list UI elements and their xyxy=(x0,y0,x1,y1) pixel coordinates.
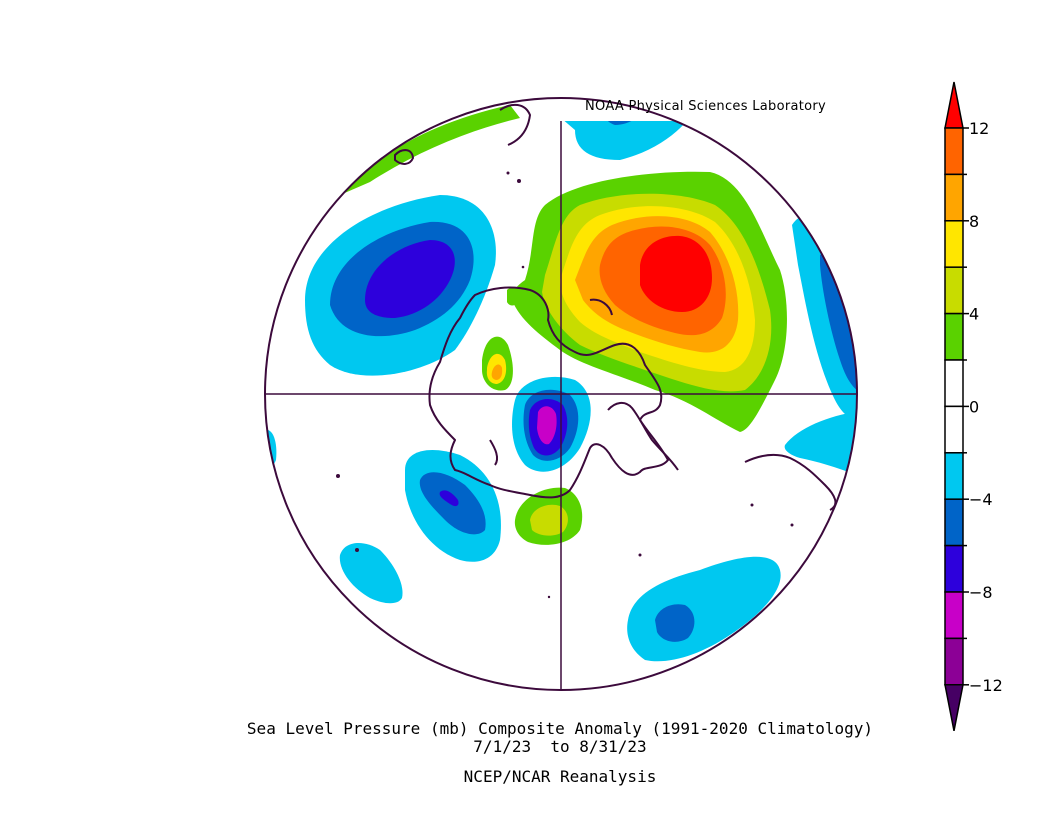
title-line-2: 7/1/23 to 8/31/23 xyxy=(473,737,647,756)
colorbar-tick-label: −8 xyxy=(969,583,993,602)
colorbar-tick-label: 8 xyxy=(969,212,979,231)
contour-positive-topleft xyxy=(340,105,520,195)
coastlines xyxy=(394,103,837,511)
colorbar-arrow-bottom xyxy=(944,684,964,731)
credit-label: NOAA Physical Sciences Laboratory xyxy=(585,99,827,114)
colorbar-bin xyxy=(944,312,964,361)
contour-negative-center xyxy=(512,376,591,472)
colorbar: 12 8 4 0 −4 −8 −12 xyxy=(944,81,1003,731)
colorbar-bin xyxy=(944,220,964,268)
colorbar-tick-label: 4 xyxy=(969,305,979,324)
colorbar-bin xyxy=(944,591,964,640)
colorbar-bin xyxy=(944,498,964,547)
title-line-3: NCEP/NCAR Reanalysis xyxy=(463,767,657,786)
colorbar-tick-label: 12 xyxy=(969,119,989,138)
colorbar-tick-label: −4 xyxy=(969,490,993,509)
contour-negative-west xyxy=(305,195,496,376)
colorbar-bin xyxy=(944,637,964,686)
contour-negative-far-east xyxy=(784,215,857,480)
colorbar-arrow-top xyxy=(944,81,964,129)
polar-map xyxy=(264,97,860,691)
map-border xyxy=(264,97,858,691)
colorbar-tick-label: −12 xyxy=(969,676,1003,695)
colorbar-tick-label: 0 xyxy=(969,397,979,416)
colorbar-bin xyxy=(944,266,964,315)
colorbar-bin xyxy=(944,452,964,500)
islands xyxy=(336,171,794,599)
colorbar-bin xyxy=(944,544,964,593)
anomaly-contours xyxy=(265,100,857,662)
colorbar-bin xyxy=(944,359,964,408)
colorbar-bin xyxy=(944,405,964,454)
credit-background xyxy=(540,97,860,121)
colorbar-bin xyxy=(944,127,964,176)
colorbar-bin xyxy=(944,173,964,222)
contour-negative-southwest xyxy=(339,450,501,604)
title-line-1: Sea Level Pressure (mb) Composite Anomal… xyxy=(246,719,874,738)
contour-positive-east xyxy=(512,171,787,432)
contour-negative-southeast xyxy=(627,556,781,662)
